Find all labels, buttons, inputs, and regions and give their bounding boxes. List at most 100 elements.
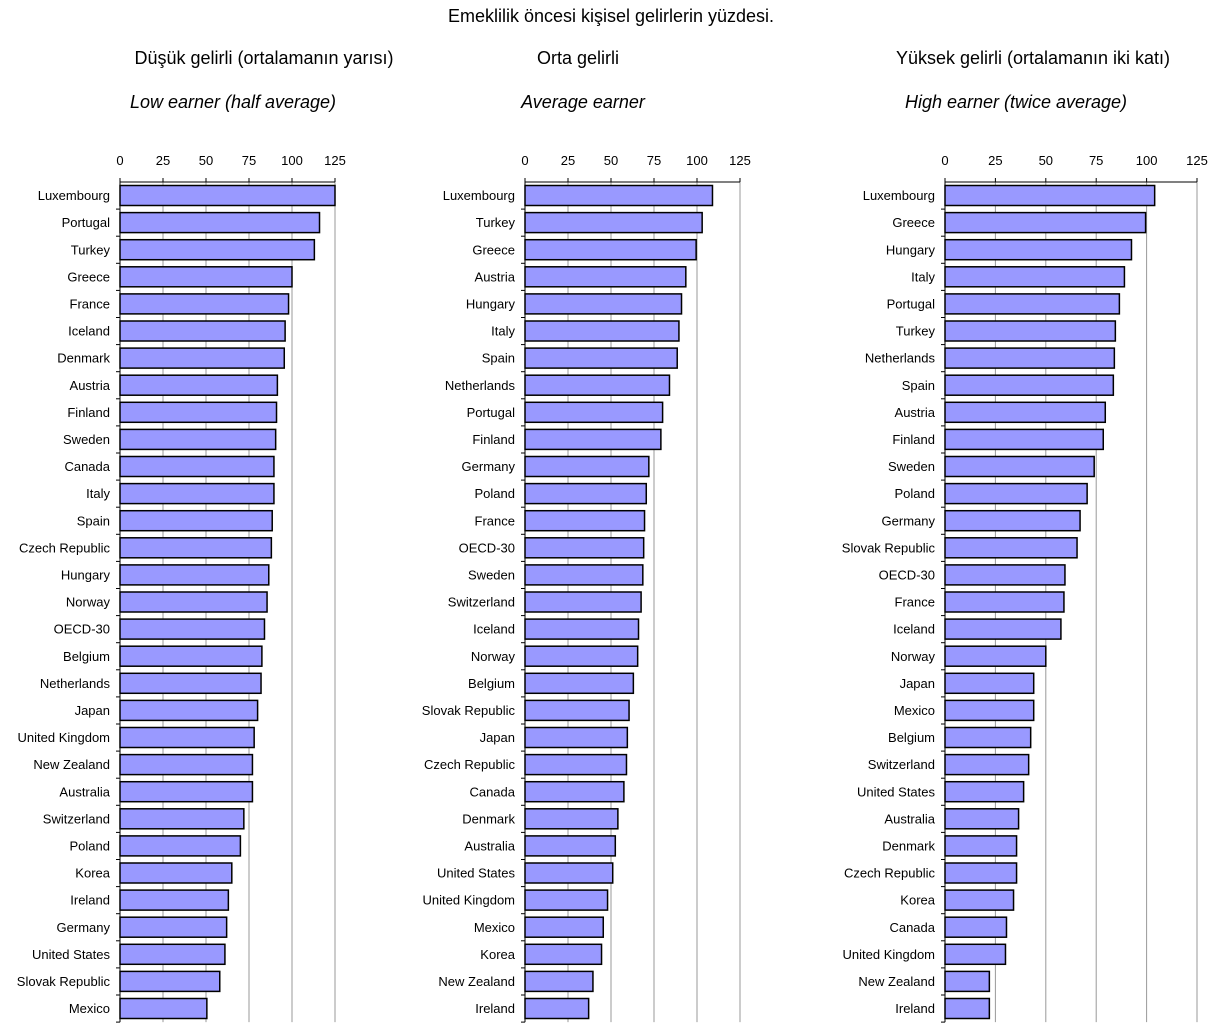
x-tick-label-50: 50 xyxy=(199,153,213,168)
category-label-turkey: Turkey xyxy=(896,324,936,339)
category-label-portugal: Portugal xyxy=(467,405,516,420)
bar-united-kingdom xyxy=(944,943,1007,966)
category-label-new-zealand: New Zealand xyxy=(33,757,110,772)
bar-finland xyxy=(524,428,662,451)
bar-belgium xyxy=(119,645,263,667)
category-label-new-zealand: New Zealand xyxy=(438,974,515,989)
bar-japan xyxy=(524,726,629,749)
bar-mexico xyxy=(944,699,1035,722)
category-label-switzerland: Switzerland xyxy=(448,595,515,610)
chart-panel-high-earner: 0 25 50 75 100 125 Luxembourg Greece Hungary Ital… xyxy=(842,153,1208,1023)
bar-ireland xyxy=(524,997,590,1020)
category-label-finland: Finland xyxy=(892,432,935,447)
category-label-austria: Austria xyxy=(475,269,516,284)
bar-turkey xyxy=(524,211,703,234)
bar-poland xyxy=(119,835,242,857)
category-label-hungary: Hungary xyxy=(61,567,111,582)
x-tick-label-100: 100 xyxy=(686,153,708,168)
bar-turkey xyxy=(944,320,1117,342)
bar-korea xyxy=(119,862,233,884)
bar-luxembourg xyxy=(944,184,1156,207)
category-label-portugal: Portugal xyxy=(887,296,936,311)
x-tick-label-50: 50 xyxy=(1039,153,1053,168)
category-label-hungary: Hungary xyxy=(886,242,936,257)
category-label-japan: Japan xyxy=(75,703,110,718)
category-label-norway: Norway xyxy=(471,649,516,664)
category-label-norway: Norway xyxy=(891,649,936,664)
bar-hungary xyxy=(524,293,683,315)
category-label-slovak-republic: Slovak Republic xyxy=(842,540,936,555)
x-tick-label-75: 75 xyxy=(242,153,256,168)
bar-france xyxy=(524,509,646,532)
category-label-slovak-republic: Slovak Republic xyxy=(422,703,516,718)
bar-slovak-republic xyxy=(524,699,630,722)
category-label-belgium: Belgium xyxy=(63,649,110,664)
category-label-norway: Norway xyxy=(66,595,111,610)
category-label-switzerland: Switzerland xyxy=(868,757,935,772)
category-label-denmark: Denmark xyxy=(57,351,110,366)
bar-australia xyxy=(119,780,254,803)
category-label-poland: Poland xyxy=(895,486,935,501)
bar-oecd-30 xyxy=(944,564,1066,586)
x-tick-label-50: 50 xyxy=(604,153,618,168)
category-label-netherlands: Netherlands xyxy=(40,676,111,691)
bar-poland xyxy=(524,482,648,505)
x-tick-label-75: 75 xyxy=(1089,153,1103,168)
bar-denmark xyxy=(944,835,1018,857)
bar-netherlands xyxy=(944,347,1116,369)
bar-czech-republic xyxy=(944,862,1018,884)
category-label-iceland: Iceland xyxy=(473,622,515,637)
bar-united-states xyxy=(944,780,1025,803)
bar-spain xyxy=(524,347,678,369)
category-label-turkey: Turkey xyxy=(476,215,516,230)
category-label-mexico: Mexico xyxy=(69,1001,110,1016)
category-label-japan: Japan xyxy=(480,730,515,745)
bar-portugal xyxy=(119,211,321,234)
category-label-canada: Canada xyxy=(64,459,110,474)
category-label-germany: Germany xyxy=(882,513,936,528)
category-label-slovak-republic: Slovak Republic xyxy=(17,974,111,989)
bar-luxembourg xyxy=(524,184,714,207)
category-label-hungary: Hungary xyxy=(466,296,516,311)
category-label-luxembourg: Luxembourg xyxy=(38,188,110,203)
category-label-korea: Korea xyxy=(480,947,515,962)
bar-greece xyxy=(119,266,293,288)
category-label-united-states: United States xyxy=(437,866,516,881)
bar-italy xyxy=(119,482,275,505)
category-label-oecd-30: OECD-30 xyxy=(54,622,110,637)
category-label-australia: Australia xyxy=(59,784,110,799)
chart-panel-average-earner: 0 25 50 75 100 125 Luxembourg Turkey Greece Austr… xyxy=(422,153,751,1023)
x-tick-label-75: 75 xyxy=(647,153,661,168)
category-label-ireland: Ireland xyxy=(895,1001,935,1016)
category-label-switzerland: Switzerland xyxy=(43,811,110,826)
category-label-austria: Austria xyxy=(70,378,111,393)
bar-netherlands xyxy=(119,672,262,695)
category-label-united-kingdom: United Kingdom xyxy=(843,947,936,962)
bar-japan xyxy=(944,672,1035,695)
category-label-australia: Australia xyxy=(884,811,935,826)
bar-luxembourg xyxy=(119,184,336,207)
category-label-korea: Korea xyxy=(75,866,110,881)
category-label-mexico: Mexico xyxy=(894,703,935,718)
bar-switzerland xyxy=(119,808,245,830)
bar-belgium xyxy=(524,672,635,695)
category-label-germany: Germany xyxy=(57,920,111,935)
x-tick-label-125: 125 xyxy=(729,153,751,168)
bar-canada xyxy=(119,455,275,478)
chart-title: Emeklilik öncesi kişisel gelirlerin yüzd… xyxy=(447,6,775,26)
bar-austria xyxy=(119,374,279,396)
category-label-czech-republic: Czech Republic xyxy=(844,866,936,881)
category-label-italy: Italy xyxy=(86,486,110,501)
category-label-poland: Poland xyxy=(475,486,515,501)
bar-united-kingdom xyxy=(119,726,255,749)
category-label-ireland: Ireland xyxy=(475,1001,515,1016)
category-label-iceland: Iceland xyxy=(68,324,110,339)
bar-sweden xyxy=(524,564,644,586)
bar-ireland xyxy=(119,889,230,911)
category-label-australia: Australia xyxy=(464,838,515,853)
category-label-sweden: Sweden xyxy=(888,459,935,474)
category-label-greece: Greece xyxy=(472,242,515,257)
panel-title-en-low: Low earner (half average) xyxy=(129,92,337,112)
category-label-united-states: United States xyxy=(32,947,111,962)
bar-hungary xyxy=(944,238,1133,261)
